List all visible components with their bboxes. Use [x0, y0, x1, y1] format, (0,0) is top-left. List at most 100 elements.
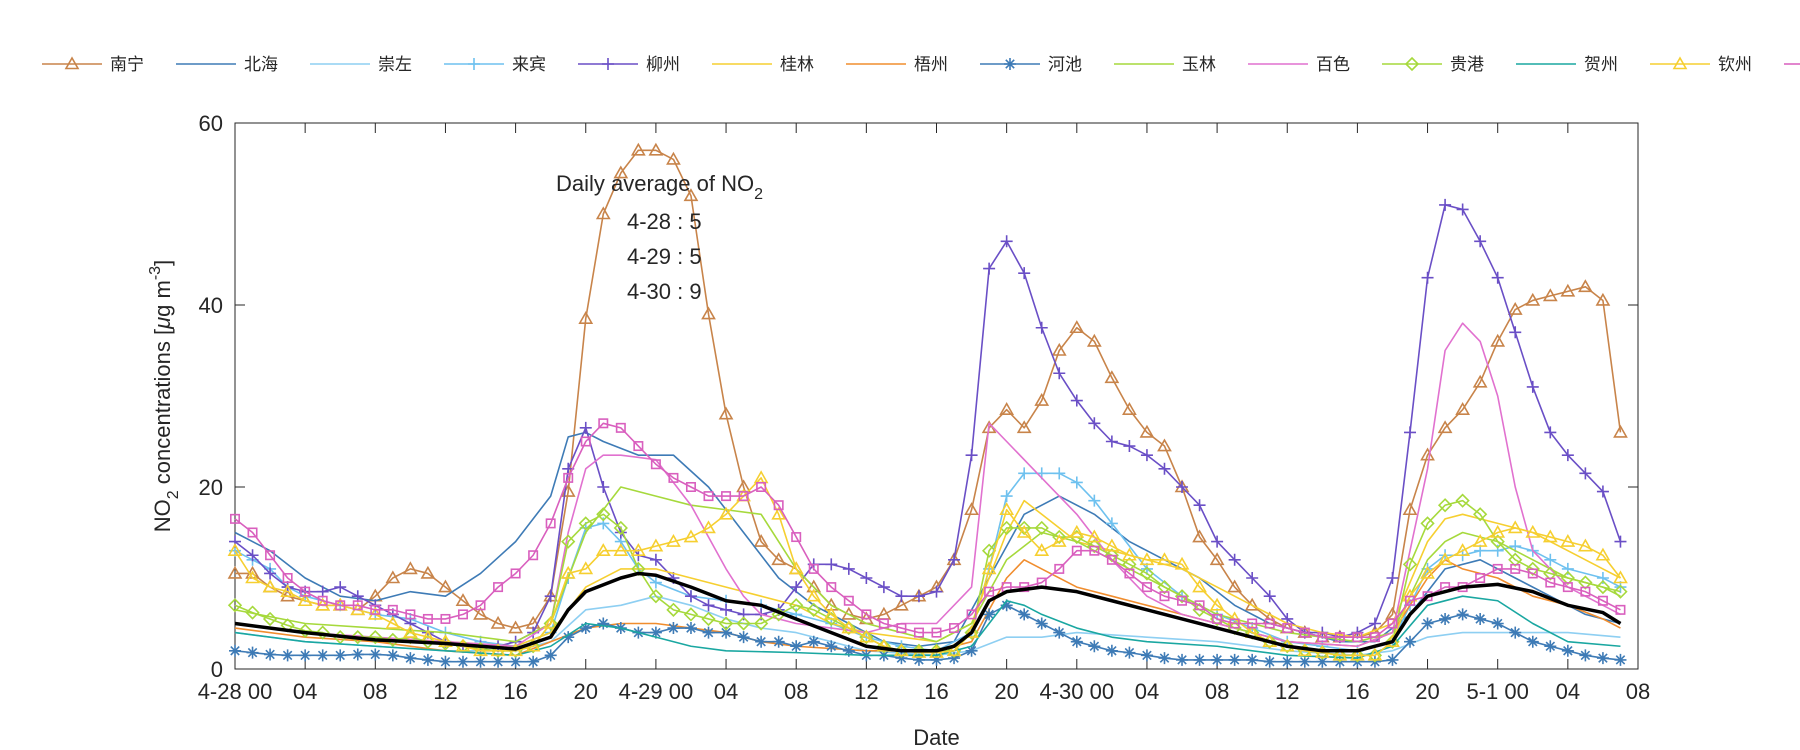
triangle-marker [630, 543, 646, 557]
asterisk-marker [492, 655, 505, 668]
legend-label: 柳州 [646, 55, 680, 74]
triangle-marker [648, 538, 664, 552]
asterisk-marker [562, 631, 575, 644]
asterisk-marker [1263, 655, 1276, 668]
square-marker [913, 627, 924, 638]
series-桂林 [234, 499, 1621, 648]
diamond-marker [368, 630, 383, 645]
triangle-marker [473, 643, 488, 657]
legend-label: 桂林 [780, 55, 814, 74]
asterisk-marker [1158, 652, 1171, 665]
asterisk-marker [1298, 655, 1311, 668]
triangle-marker [245, 570, 260, 584]
triangle-marker [490, 643, 506, 657]
triangle-marker [1209, 597, 1225, 611]
asterisk-marker [895, 652, 908, 665]
asterisk-marker [667, 622, 680, 635]
plus-marker [965, 449, 978, 462]
plus-marker [246, 549, 259, 562]
plus-marker [1070, 476, 1083, 489]
triangle-marker [1086, 333, 1102, 347]
asterisk-marker [790, 640, 803, 653]
triangle-marker [666, 533, 681, 547]
plus-marker [1614, 535, 1627, 548]
series-河池 [229, 599, 1627, 668]
diamond-marker [1104, 548, 1120, 563]
asterisk-marker [1544, 640, 1557, 653]
plus-marker [1018, 267, 1031, 280]
plus-marker [1000, 490, 1013, 503]
asterisk-marker [1140, 649, 1153, 662]
square-marker [861, 609, 872, 620]
triangle-marker [1420, 565, 1435, 579]
square-marker [791, 532, 802, 543]
diamond-marker [578, 516, 593, 531]
asterisk-marker [1211, 653, 1224, 666]
square-marker [1141, 582, 1152, 593]
asterisk-marker [1596, 652, 1609, 665]
diamond-marker [1578, 575, 1593, 590]
asterisk-marker [246, 646, 259, 659]
legend-label: 钦州 [1718, 55, 1752, 74]
triangle-marker [806, 588, 822, 602]
square-marker [545, 518, 556, 529]
square-marker [1317, 632, 1328, 643]
plus-marker [948, 553, 961, 566]
triangle-marker [701, 520, 716, 534]
legend-item: 钦州 [1650, 55, 1752, 74]
triangle-marker [1051, 533, 1067, 547]
asterisk-marker [264, 648, 277, 661]
triangle-marker [1069, 320, 1085, 334]
triangle-marker [385, 570, 401, 584]
triangle-marker [858, 629, 874, 643]
triangle-marker [1595, 292, 1611, 306]
square-marker [1159, 591, 1170, 602]
triangle-marker [1613, 570, 1628, 584]
x-tick-label: 4-30 00 [1039, 679, 1114, 704]
plus-marker [983, 262, 996, 275]
plus-marker [1544, 553, 1557, 566]
plus-marker [895, 590, 908, 603]
asterisk-marker [1386, 653, 1399, 666]
triangle-marker [683, 188, 699, 202]
plus-marker [1105, 517, 1118, 530]
diamond-marker [596, 507, 611, 522]
x-tick-label: 08 [1626, 679, 1650, 704]
square-marker [1106, 554, 1117, 565]
asterisk-marker [1000, 599, 1013, 612]
asterisk-marker [1491, 617, 1504, 630]
asterisk-marker [474, 655, 487, 668]
square-marker [1247, 618, 1258, 629]
square-marker [1334, 632, 1345, 643]
diamond-marker [1455, 493, 1470, 508]
square-marker [808, 563, 819, 574]
square-marker [1071, 545, 1082, 556]
series-柳州 [229, 198, 1627, 653]
triangle-marker [1490, 524, 1506, 538]
asterisk-marker [369, 648, 382, 661]
plot-area: 0 20 40 60 4-28 00 04 08 12 16 20 4-29 00 04 08 12 16 2… [198, 111, 1651, 704]
plus-marker [790, 581, 803, 594]
square-marker [1299, 627, 1310, 638]
plus-marker [702, 599, 715, 612]
triangle-marker [630, 142, 646, 156]
diamond-marker [1139, 566, 1155, 581]
square-marker [1089, 545, 1100, 556]
square-marker [563, 472, 574, 483]
diamond-marker [736, 616, 751, 631]
asterisk-marker [842, 644, 855, 657]
square-marker [1405, 595, 1416, 606]
asterisk-marker [1053, 626, 1066, 639]
plus-marker [1596, 485, 1609, 498]
plus-marker [351, 590, 364, 603]
diamond-marker [1350, 648, 1365, 663]
square-marker [1492, 563, 1503, 574]
square-marker [352, 600, 363, 611]
asterisk-marker [1246, 653, 1259, 666]
triangle-marker [297, 593, 313, 607]
x-tick-label: 08 [363, 679, 387, 704]
x-tick-label: 5-1 00 [1467, 679, 1529, 704]
square-marker [282, 572, 293, 583]
square-marker [1177, 595, 1188, 606]
triangle-marker [1542, 288, 1558, 302]
